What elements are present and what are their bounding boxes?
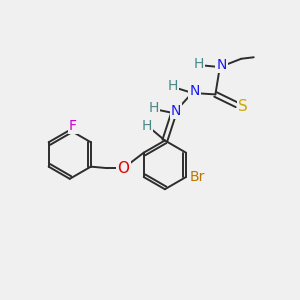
Text: H: H — [167, 79, 178, 93]
Text: Br: Br — [190, 170, 205, 184]
Text: H: H — [194, 57, 204, 71]
Text: H: H — [142, 119, 152, 133]
Text: F: F — [69, 118, 77, 133]
Text: H: H — [149, 101, 159, 115]
Text: N: N — [216, 58, 226, 72]
Text: O: O — [118, 160, 130, 175]
Text: N: N — [189, 84, 200, 98]
Text: S: S — [238, 99, 247, 114]
Text: N: N — [171, 104, 181, 118]
